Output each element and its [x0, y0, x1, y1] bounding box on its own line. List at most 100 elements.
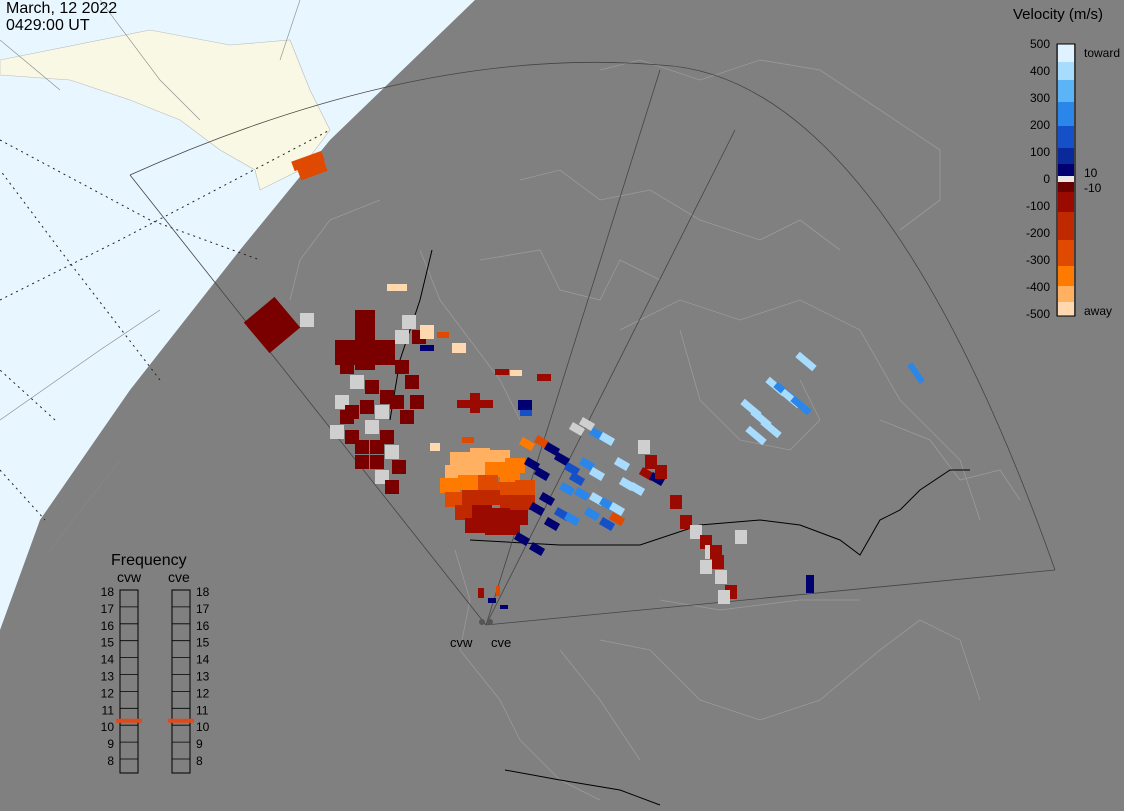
- velocity-cell: [390, 395, 404, 409]
- velocity-cell: [670, 495, 682, 509]
- velocity-cell: [365, 380, 379, 394]
- velocity-cell: [598, 432, 616, 446]
- radar-site-cvw: [479, 619, 485, 625]
- velocity-cell: [513, 532, 531, 546]
- velocity-cell: [405, 375, 419, 389]
- frequency-panel: Frequency cvw cve 18 18 17 17 16 16 15 15 14 14 13…: [101, 552, 210, 774]
- velocity-colorbar: 500 400 300 200 100 0 -100 -200 -300 -400 -500 tow…: [1026, 37, 1120, 321]
- frequency-level-label-right: 9: [196, 737, 203, 751]
- velocity-cell: [608, 512, 626, 526]
- colorbar-swatch: [1058, 164, 1074, 176]
- colorbar-tick-label: 300: [1030, 91, 1050, 105]
- velocity-cell: [715, 570, 727, 584]
- colorbar-swatch: [1058, 212, 1074, 240]
- coastlines: [289, 59, 1021, 801]
- velocity-cell: [523, 457, 541, 471]
- colorbar-neg-label: -10: [1084, 181, 1102, 195]
- velocity-cell: [553, 452, 571, 466]
- velocity-cell: [452, 343, 466, 353]
- velocity-cell: [385, 445, 399, 459]
- velocity-cell: [340, 360, 354, 374]
- velocity-cell: [806, 575, 814, 593]
- velocity-cell: [563, 462, 581, 476]
- velocity-cell: [505, 458, 525, 473]
- colorbar-swatch: [1058, 44, 1074, 62]
- velocity-cell: [465, 460, 485, 475]
- velocity-cell: [543, 517, 561, 531]
- colorbar-frame: [1056, 43, 1076, 317]
- frequency-level-label-left: 14: [101, 653, 115, 667]
- velocity-cell: [735, 530, 747, 544]
- colorbar-swatch: [1058, 126, 1074, 148]
- frequency-level-label-right: 17: [196, 602, 210, 616]
- velocity-cell: [515, 495, 535, 510]
- velocity-cell: [488, 598, 496, 603]
- velocity-cell: [608, 502, 626, 516]
- colorbar-swatch: [1058, 192, 1074, 212]
- velocity-cell: [410, 395, 424, 409]
- velocity-cell: [745, 425, 767, 446]
- frequency-level-label-left: 18: [101, 585, 115, 599]
- frequency-level-label-left: 13: [101, 670, 115, 684]
- velocity-cell: [515, 480, 535, 495]
- velocity-cell: [690, 525, 702, 539]
- velocity-cell: [760, 418, 782, 439]
- velocity-cell: [520, 410, 532, 416]
- frequency-level-label-right: 13: [196, 670, 210, 684]
- colorbar-swatch: [1058, 80, 1074, 102]
- velocity-cell: [495, 369, 509, 375]
- velocity-cell: [370, 455, 384, 469]
- velocity-cell: [462, 490, 482, 505]
- velocity-cell: [510, 370, 522, 376]
- velocity-cell: [458, 475, 478, 490]
- velocity-cell: [645, 455, 657, 469]
- frequency-level-label-left: 8: [107, 754, 114, 768]
- frequency-level-label-right: 18: [196, 585, 210, 599]
- frequency-level-label-left: 10: [101, 720, 115, 734]
- velocity-cell: [573, 487, 591, 501]
- velocity-cell: [300, 313, 314, 327]
- colorbar-tick-label: -100: [1026, 199, 1050, 213]
- colorbar-tick-label: -300: [1026, 253, 1050, 267]
- velocity-cell: [588, 467, 606, 481]
- frequency-level-label-left: 16: [101, 619, 115, 633]
- frequency-marker-right: [168, 718, 194, 723]
- velocity-cell: [710, 545, 722, 559]
- velocity-cell: [583, 507, 601, 521]
- velocity-cell: [538, 492, 556, 506]
- frequency-radar-left: cvw: [117, 569, 142, 585]
- colorbar-tick-label: -500: [1026, 307, 1050, 321]
- colorbar-title: Velocity (m/s): [1013, 6, 1104, 23]
- velocity-cell: [500, 520, 520, 535]
- velocity-cell: [395, 360, 409, 374]
- velocity-cell: [392, 460, 406, 474]
- velocity-cell: [360, 400, 374, 414]
- velocity-cell: [500, 605, 508, 609]
- velocity-cell: [440, 478, 460, 493]
- velocity-cell: [375, 405, 389, 419]
- velocity-cell: [472, 505, 492, 520]
- colorbar-pos-label: 10: [1084, 166, 1098, 180]
- frequency-level-label-left: 12: [101, 686, 115, 700]
- borders: [389, 249, 970, 806]
- velocity-cell: [528, 502, 546, 516]
- velocity-cell: [496, 586, 500, 596]
- colorbar-tick-label: 100: [1030, 145, 1050, 159]
- velocity-cell: [420, 345, 434, 351]
- velocity-cell: [402, 315, 416, 329]
- velocity-cell: [680, 515, 692, 529]
- velocity-cell: [795, 351, 817, 372]
- frequency-marker-left: [116, 718, 142, 723]
- velocity-cell: [518, 437, 536, 451]
- frequency-column-right: [171, 589, 191, 774]
- velocity-cell: [543, 442, 561, 456]
- colorbar-swatch: [1058, 266, 1074, 286]
- daylight-region: [0, 0, 475, 630]
- colorbar-swatch: [1058, 182, 1074, 192]
- colorbar-tick-label: -400: [1026, 280, 1050, 294]
- velocity-cell: [598, 517, 616, 531]
- radar-site-cve: [487, 619, 493, 625]
- velocity-cell: [296, 157, 328, 181]
- velocity-cell: [365, 420, 379, 434]
- colorbar-swatch: [1058, 302, 1074, 316]
